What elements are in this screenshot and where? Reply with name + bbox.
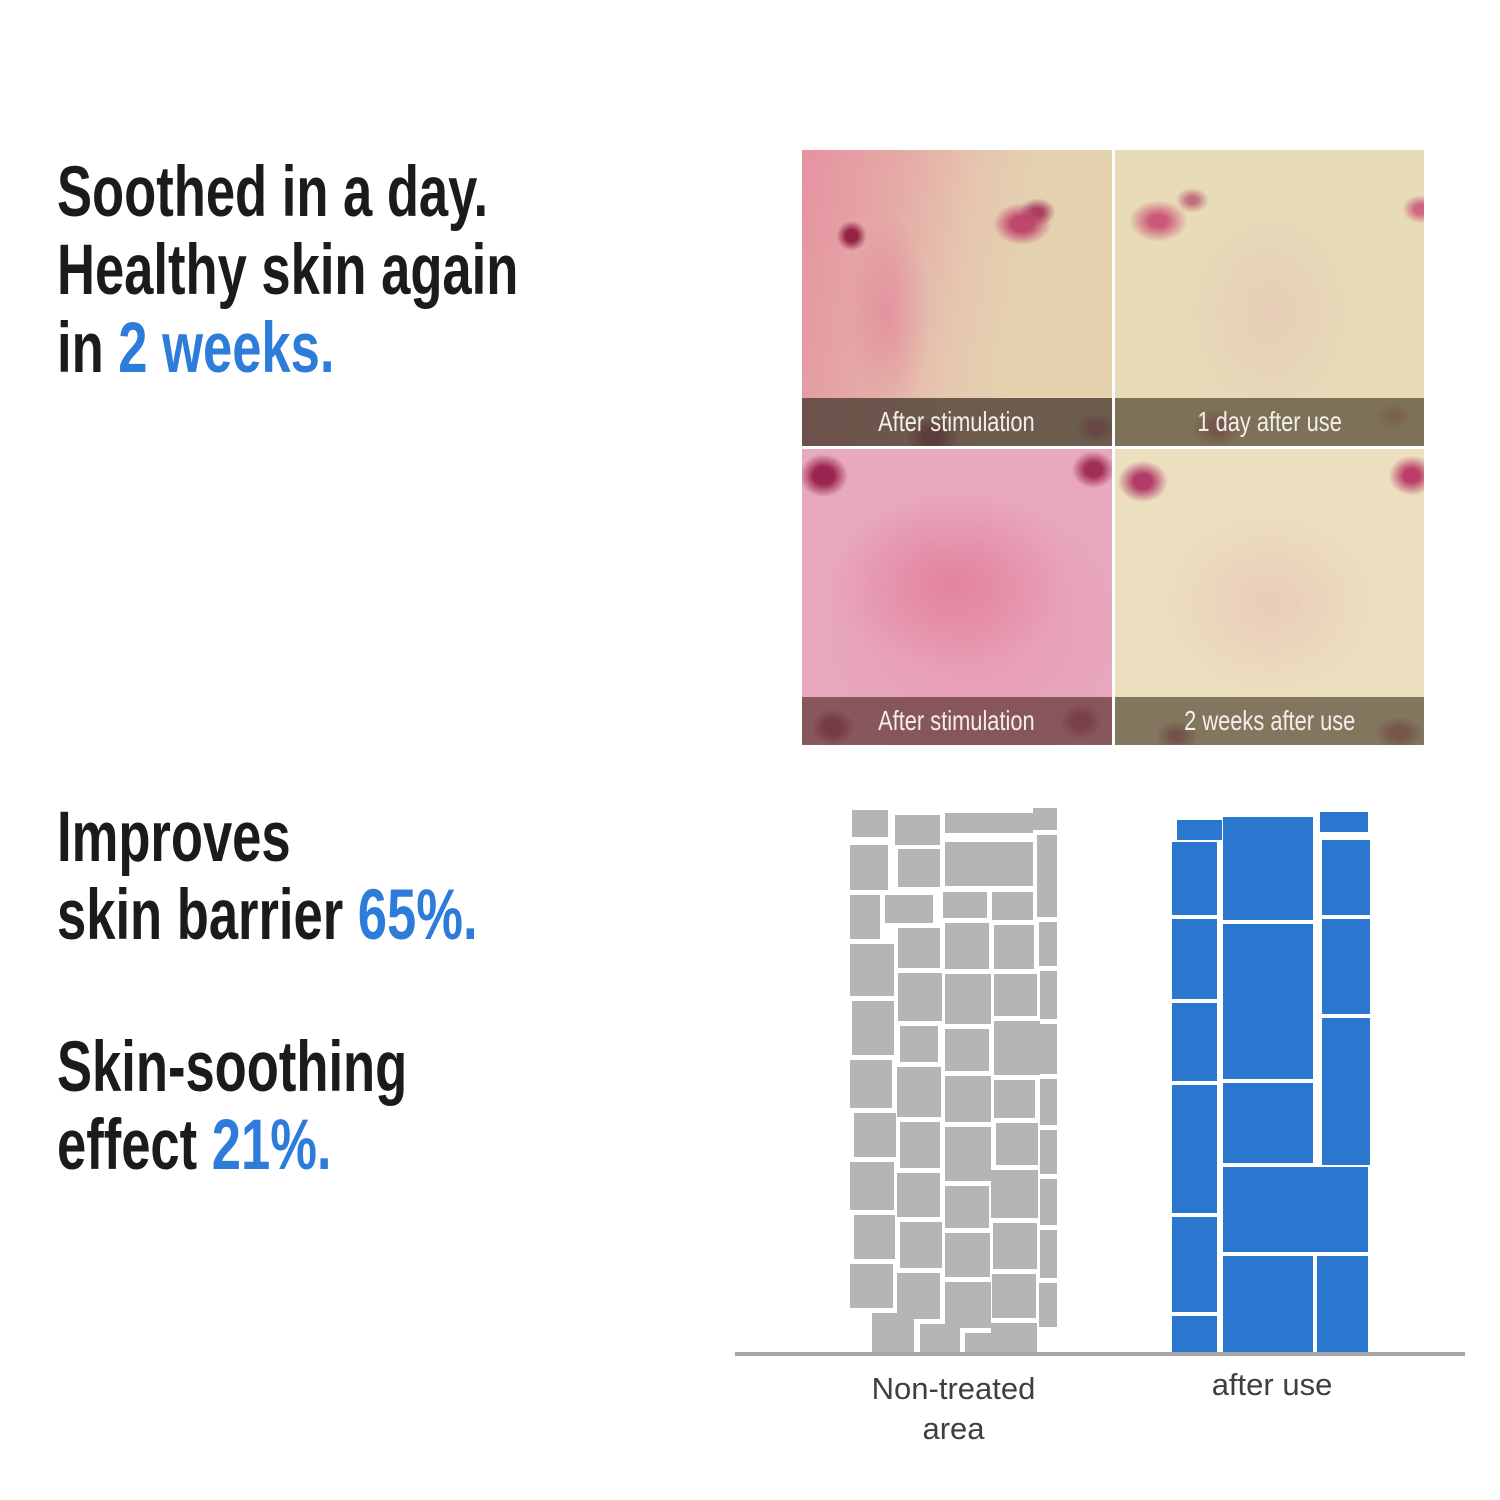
photo-1-day-after-use: 1 day after use <box>1114 150 1424 446</box>
x-axis-label-line: after use <box>1211 1367 1333 1402</box>
photo-label-band: After stimulation <box>802 697 1112 745</box>
headline-line-1: Soothed in a day. <box>57 154 518 232</box>
headline: Soothed in a day. Healthy skin again in … <box>57 154 518 388</box>
photo-label: 1 day after use <box>1197 406 1342 437</box>
x-axis-label-line: area <box>922 1411 985 1446</box>
stat-skin-barrier: Improves skin barrier 65%. <box>57 799 478 955</box>
stat-highlight-percent: 21%. <box>211 1106 332 1185</box>
photo-label: 2 weeks after use <box>1183 705 1355 736</box>
stat-line: effect 21%. <box>57 1107 407 1185</box>
stat-text: Skin-soothing <box>57 1028 408 1107</box>
mosaic-column-nontreated <box>850 808 1057 1355</box>
photo-after-stimulation-2: After stimulation <box>802 449 1112 745</box>
headline-line-3: in 2 weeks. <box>57 310 518 388</box>
x-axis-label-afteruse: after use <box>1162 1365 1382 1405</box>
photo-label: After stimulation <box>878 406 1036 437</box>
photo-2-weeks-after-use: 2 weeks after use <box>1114 449 1424 745</box>
headline-line-2: Healthy skin again <box>57 232 518 310</box>
stat-text: skin barrier <box>57 876 358 955</box>
stat-line: Improves <box>57 799 478 877</box>
photo-comparison-grid: After stimulation 1 day after use After … <box>802 150 1424 745</box>
photo-label-band: After stimulation <box>802 398 1112 446</box>
stat-highlight-percent: 65%. <box>357 876 478 955</box>
stat-skin-soothing: Skin-soothing effect 21%. <box>57 1029 407 1185</box>
stat-line: skin barrier 65%. <box>57 877 478 955</box>
headline-text-3: in <box>57 309 119 388</box>
stat-text: effect <box>57 1106 212 1185</box>
headline-highlight-duration: 2 weeks. <box>118 309 335 388</box>
photo-label-band: 2 weeks after use <box>1114 697 1424 745</box>
chart-baseline <box>735 1352 1465 1356</box>
stat-text: Improves <box>57 798 291 877</box>
stat-line: Skin-soothing <box>57 1029 407 1107</box>
x-axis-label-nontreated: Non-treated area <box>840 1369 1067 1449</box>
photo-label-band: 1 day after use <box>1114 398 1424 446</box>
photo-after-stimulation-1: After stimulation <box>802 150 1112 446</box>
headline-text-1: Soothed in a day. <box>57 153 489 232</box>
x-axis-label-line: Non-treated <box>871 1371 1036 1406</box>
headline-text-2: Healthy skin again <box>57 231 519 310</box>
photo-label: After stimulation <box>878 705 1036 736</box>
mosaic-column-afteruse <box>1172 812 1370 1355</box>
